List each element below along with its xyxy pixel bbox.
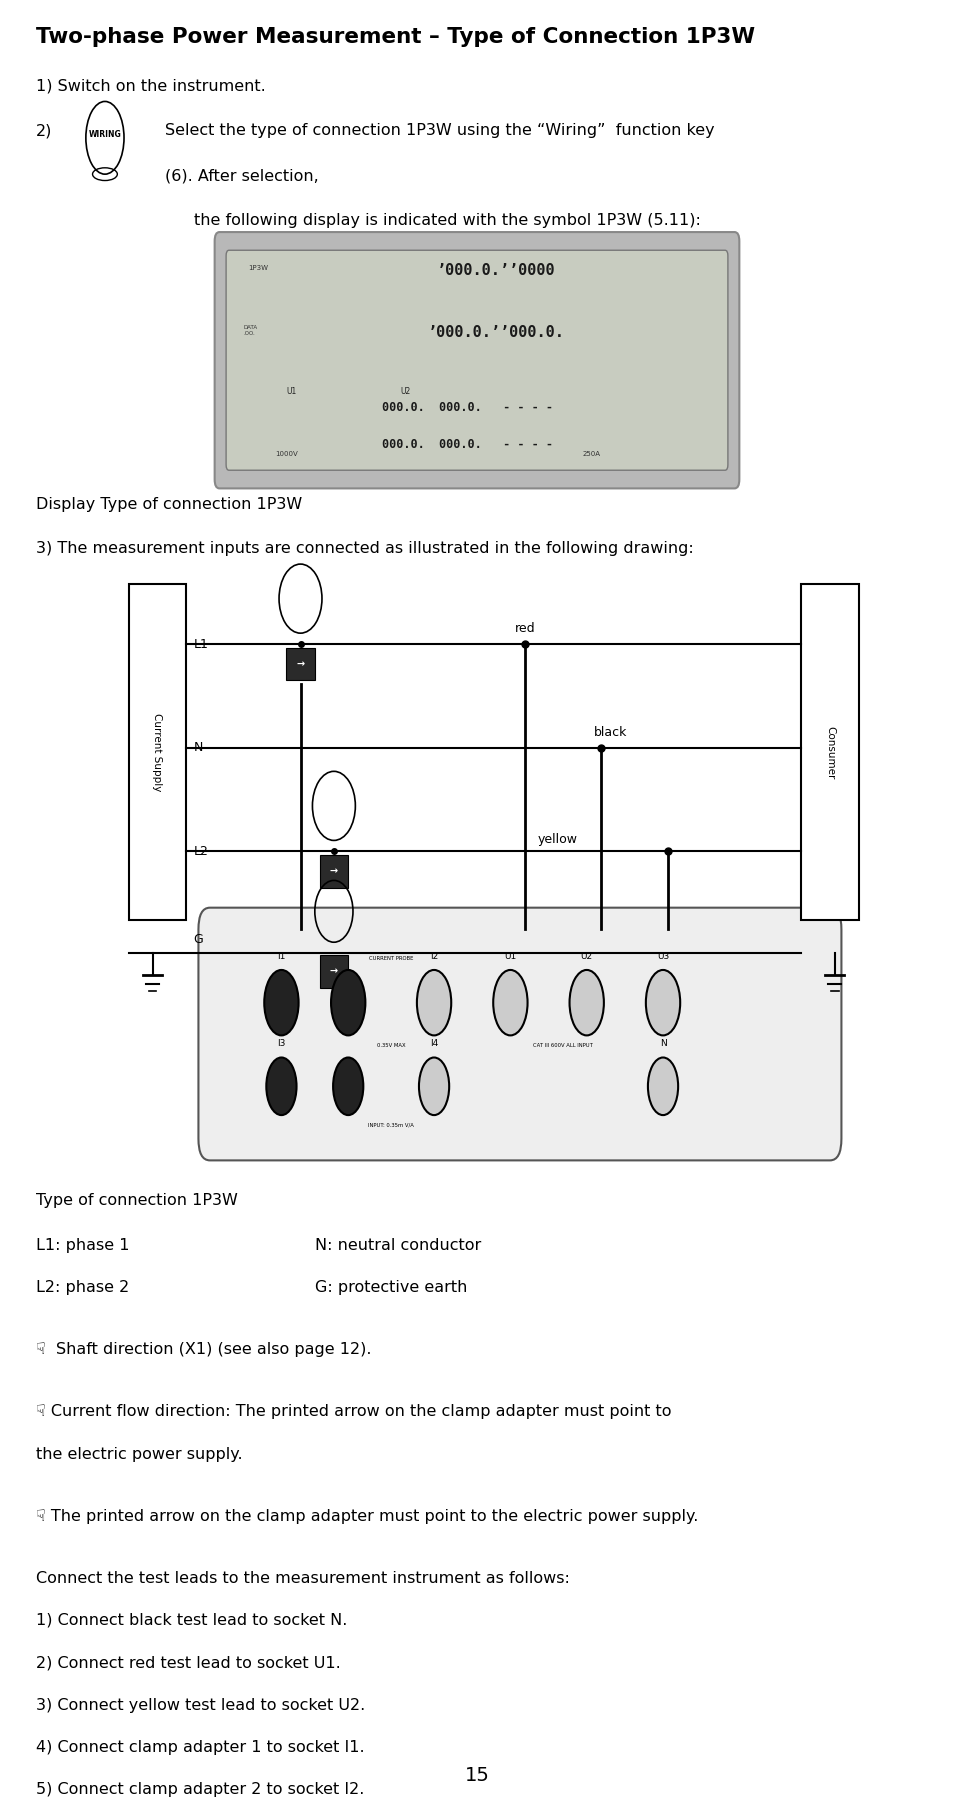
- Text: ☟ The printed arrow on the clamp adapter must point to the electric power supply: ☟ The printed arrow on the clamp adapter…: [36, 1509, 698, 1523]
- Text: 2): 2): [36, 124, 52, 138]
- Text: CURRENT PROBE: CURRENT PROBE: [369, 956, 413, 962]
- Text: N: neutral conductor: N: neutral conductor: [314, 1238, 480, 1253]
- Text: 1) Switch on the instrument.: 1) Switch on the instrument.: [36, 78, 266, 93]
- Text: I2: I2: [430, 953, 437, 962]
- Text: Two-phase Power Measurement – Type of Connection 1P3W: Two-phase Power Measurement – Type of Co…: [36, 27, 755, 47]
- FancyBboxPatch shape: [319, 954, 348, 987]
- FancyBboxPatch shape: [286, 647, 314, 680]
- Text: I3: I3: [277, 1040, 285, 1049]
- Circle shape: [645, 971, 679, 1036]
- Text: 0.35V MAX: 0.35V MAX: [376, 1044, 405, 1049]
- Text: L1: L1: [193, 638, 209, 651]
- Text: 2) Connect red test lead to socket U1.: 2) Connect red test lead to socket U1.: [36, 1654, 340, 1671]
- Text: I4: I4: [430, 1040, 437, 1049]
- Circle shape: [647, 1058, 678, 1114]
- Text: 250A: 250A: [582, 451, 599, 458]
- Circle shape: [418, 1058, 449, 1114]
- Text: black: black: [594, 725, 626, 738]
- Circle shape: [266, 1058, 296, 1114]
- Text: Consumer: Consumer: [824, 725, 834, 778]
- Circle shape: [333, 1058, 363, 1114]
- Text: ☟  Shaft direction (X1) (see also page 12).: ☟ Shaft direction (X1) (see also page 12…: [36, 1342, 372, 1358]
- Text: INPUT: 0.35m V/A: INPUT: 0.35m V/A: [368, 1124, 414, 1127]
- Bar: [129, 584, 186, 920]
- Text: 1000V: 1000V: [274, 451, 297, 458]
- Text: ☟ Current flow direction: The printed arrow on the clamp adapter must point to: ☟ Current flow direction: The printed ar…: [36, 1405, 671, 1420]
- Text: 15: 15: [464, 1767, 489, 1785]
- Circle shape: [416, 971, 451, 1036]
- Text: yellow: yellow: [537, 833, 578, 845]
- Text: U3: U3: [657, 953, 668, 962]
- Circle shape: [493, 971, 527, 1036]
- Text: 3) The measurement inputs are connected as illustrated in the following drawing:: 3) The measurement inputs are connected …: [36, 542, 693, 556]
- FancyBboxPatch shape: [226, 251, 727, 471]
- Text: L2: L2: [193, 845, 209, 858]
- Text: 000.0.  000.0.   - - - -: 000.0. 000.0. - - - -: [381, 438, 553, 451]
- Text: 1) Connect black test lead to socket N.: 1) Connect black test lead to socket N.: [36, 1613, 347, 1627]
- Text: red: red: [514, 622, 535, 634]
- Text: the following display is indicated with the symbol 1P3W (5.11):: the following display is indicated with …: [193, 213, 700, 229]
- FancyBboxPatch shape: [214, 233, 739, 489]
- Text: U1: U1: [286, 387, 296, 396]
- Text: U2: U2: [400, 387, 411, 396]
- FancyBboxPatch shape: [198, 907, 841, 1160]
- Text: Select the type of connection 1P3W using the “Wiring”  function key: Select the type of connection 1P3W using…: [165, 124, 714, 138]
- Text: L1: phase 1: L1: phase 1: [36, 1238, 130, 1253]
- Text: 3) Connect yellow test lead to socket U2.: 3) Connect yellow test lead to socket U2…: [36, 1698, 365, 1713]
- Text: U2: U2: [580, 953, 592, 962]
- Circle shape: [264, 971, 298, 1036]
- Text: →: →: [330, 867, 337, 876]
- Text: U1: U1: [504, 953, 516, 962]
- FancyBboxPatch shape: [319, 854, 348, 887]
- Circle shape: [569, 971, 603, 1036]
- Text: the electric power supply.: the electric power supply.: [36, 1447, 243, 1462]
- Text: (6). After selection,: (6). After selection,: [165, 169, 318, 184]
- Text: 1P3W: 1P3W: [248, 265, 268, 271]
- Text: G: G: [193, 933, 203, 945]
- Text: Connect the test leads to the measurement instrument as follows:: Connect the test leads to the measuremen…: [36, 1571, 570, 1585]
- Text: N: N: [193, 742, 203, 754]
- Text: Type of connection 1P3W: Type of connection 1P3W: [36, 1193, 238, 1209]
- Bar: [801, 584, 858, 920]
- Circle shape: [331, 971, 365, 1036]
- Text: ’000.0.’’0000: ’000.0.’’0000: [436, 264, 555, 278]
- Text: G: protective earth: G: protective earth: [314, 1280, 467, 1296]
- Text: →: →: [330, 967, 337, 976]
- Text: CAT III 600V ALL INPUT: CAT III 600V ALL INPUT: [533, 1044, 592, 1049]
- Text: 5) Connect clamp adapter 2 to socket I2.: 5) Connect clamp adapter 2 to socket I2.: [36, 1782, 364, 1796]
- Text: N: N: [659, 1040, 666, 1049]
- Text: Current Supply: Current Supply: [152, 713, 162, 791]
- Text: Display Type of connection 1P3W: Display Type of connection 1P3W: [36, 498, 302, 513]
- Text: →: →: [296, 660, 304, 669]
- Text: L2: phase 2: L2: phase 2: [36, 1280, 130, 1296]
- Text: 4) Connect clamp adapter 1 to socket I1.: 4) Connect clamp adapter 1 to socket I1.: [36, 1740, 364, 1754]
- Text: I1: I1: [277, 953, 285, 962]
- Text: WIRING: WIRING: [89, 129, 121, 138]
- Text: 000.0.  000.0.   - - - -: 000.0. 000.0. - - - -: [381, 402, 553, 415]
- Text: DATA
.OO.: DATA .OO.: [243, 325, 257, 336]
- Text: ’000.0.’’000.0.: ’000.0.’’000.0.: [427, 325, 564, 340]
